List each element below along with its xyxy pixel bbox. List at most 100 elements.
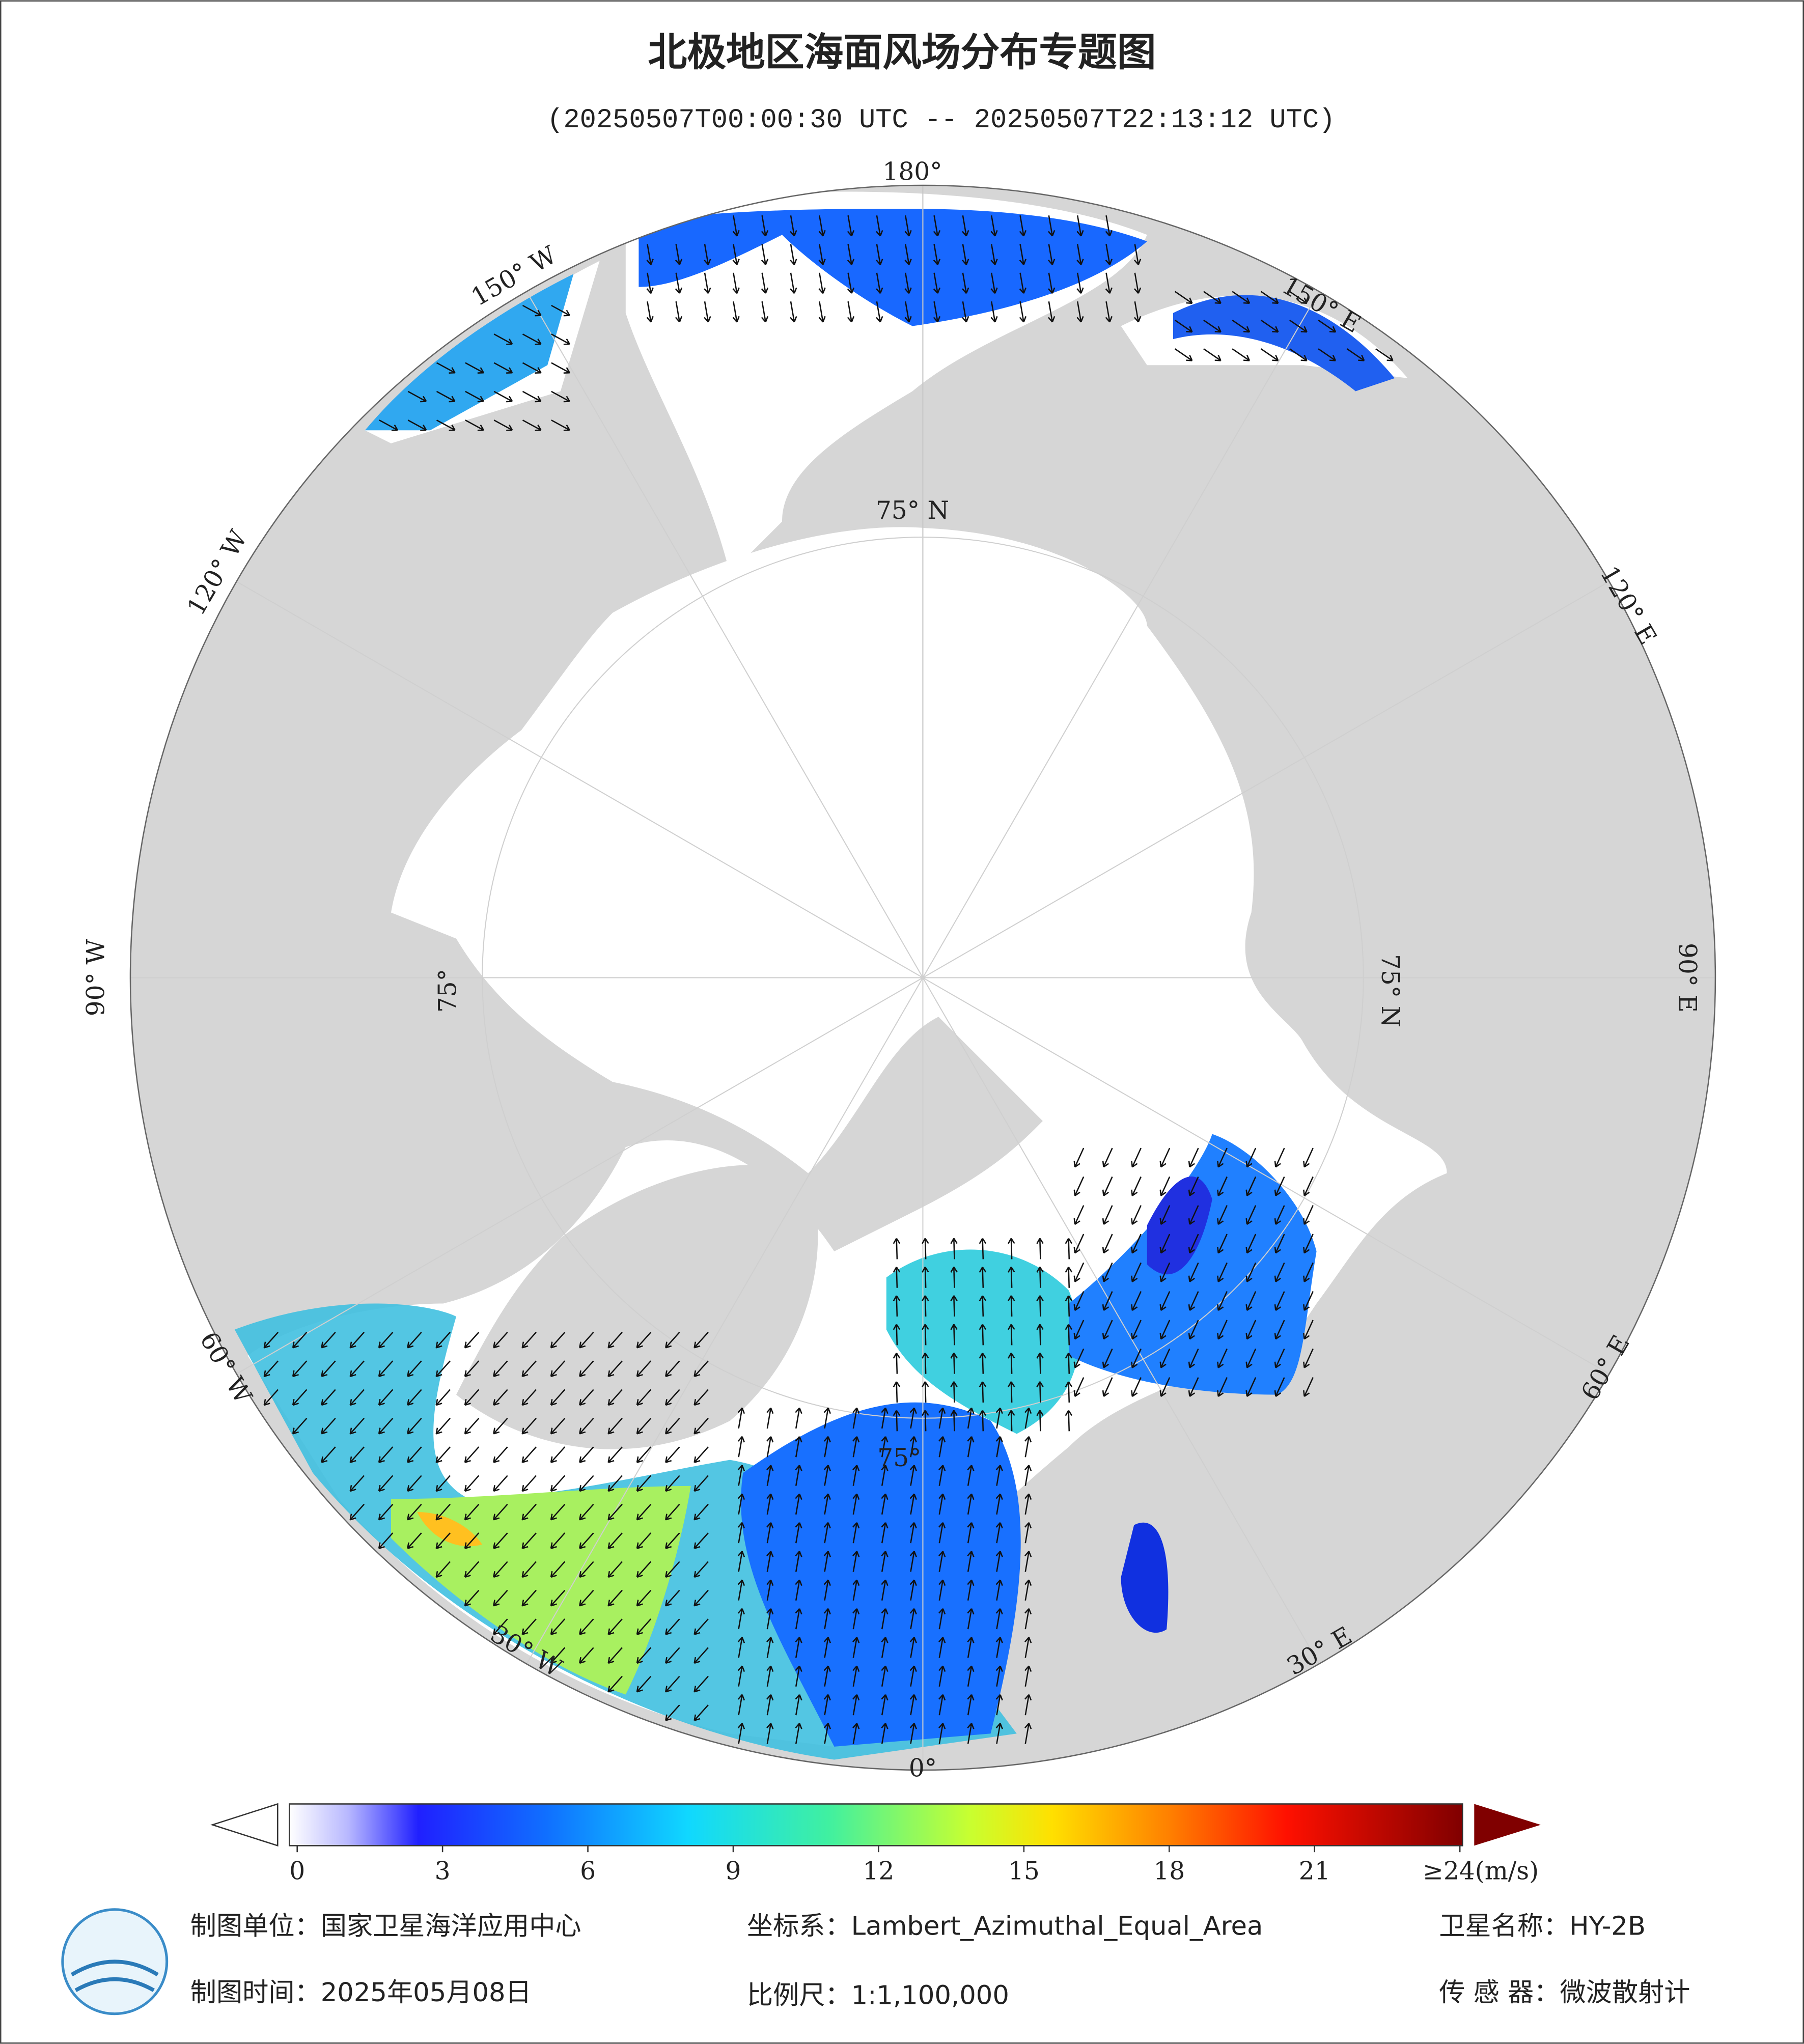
wind-arrow	[1073, 1234, 1085, 1254]
wind-arrow	[823, 1694, 831, 1716]
wind-arrow	[852, 1723, 860, 1744]
wind-arrow	[607, 1475, 623, 1492]
wind-arrow	[990, 301, 998, 323]
wind-arrow	[493, 1389, 508, 1406]
wind-arrow	[990, 272, 998, 294]
meridian	[922, 977, 1320, 1664]
wind-arrow	[967, 1493, 975, 1515]
wind-arrow	[1289, 348, 1308, 361]
wind-arrow	[823, 1608, 831, 1630]
wind-arrow	[761, 301, 769, 323]
wind-arrow	[876, 272, 883, 294]
wind-arrow	[1076, 244, 1084, 265]
wind-arrow	[1188, 1291, 1199, 1311]
wind-arrow	[263, 1360, 279, 1377]
wind-arrow	[579, 1618, 594, 1635]
wind-arrow	[922, 1410, 929, 1432]
wind-arrow	[1131, 1205, 1142, 1225]
wind-arrow	[1131, 1176, 1142, 1196]
wind-arrow	[550, 1618, 566, 1635]
wind-arrow	[292, 1331, 308, 1349]
wind-arrow	[852, 1493, 860, 1515]
wind-arrow	[1105, 244, 1113, 265]
wind-arrow	[550, 1589, 566, 1607]
wind-arrow	[1065, 1381, 1073, 1403]
wind-arrow	[967, 1436, 975, 1458]
wind-arrow	[1024, 1436, 1032, 1458]
wind-arrow	[1036, 1324, 1044, 1346]
wind-arrow	[1289, 319, 1308, 333]
wind-arrow	[464, 1389, 480, 1406]
wind-arrow	[852, 1665, 860, 1687]
wind-arrow	[349, 1389, 365, 1406]
wind-arrow	[1024, 1465, 1032, 1486]
wind-arrow	[435, 1561, 451, 1578]
wind-arrow	[1274, 1348, 1285, 1368]
wind-arrow	[1105, 272, 1113, 294]
wind-arrow	[521, 1417, 537, 1435]
wind-arrows	[263, 215, 1394, 1744]
map-border	[129, 184, 1716, 1771]
wind-arrow	[1036, 1238, 1044, 1259]
wind-arrow	[933, 301, 941, 323]
wind-arrow	[1073, 1320, 1085, 1340]
wind-arrow	[464, 1331, 480, 1349]
wind-arrow	[522, 419, 542, 431]
wind-arrow	[893, 1410, 901, 1432]
wind-arrow	[378, 1475, 394, 1492]
wind-arrow	[795, 1522, 802, 1544]
wind-arrow	[607, 1675, 623, 1693]
wind-arrow	[795, 1637, 802, 1658]
subtitle: (20250507T00:00:30 UTC -- 20250507T22:13…	[547, 105, 1335, 136]
wind-arrow	[904, 301, 912, 323]
wind-arrow	[464, 1503, 480, 1521]
wind-arrow	[823, 1665, 831, 1687]
wind-arrow	[823, 1723, 831, 1744]
wind-arrow	[1019, 272, 1027, 294]
wind-arrow	[321, 1360, 336, 1377]
wind-arrow	[922, 1295, 929, 1317]
wind-arrow	[950, 1238, 958, 1259]
wind-arrow	[693, 1503, 709, 1521]
wind-arrow	[1217, 1262, 1228, 1282]
wind-arrow	[522, 304, 542, 317]
wind-arrow	[493, 1589, 508, 1607]
wind-arrow	[904, 272, 912, 294]
wind-arrow	[766, 1551, 774, 1572]
wind-arrow	[1134, 244, 1142, 265]
wind-arrow	[1159, 1320, 1171, 1340]
wind-field-okhotsk	[1173, 295, 1395, 391]
wind-arrow	[1073, 1205, 1085, 1225]
wind-arrow	[995, 1407, 1003, 1429]
map-date: 制图时间：2025年05月08日	[190, 1977, 532, 2008]
wind-arrow	[766, 1694, 774, 1716]
logo-waves	[70, 1959, 159, 1992]
wind-arrow	[979, 1410, 987, 1432]
wind-field-baltic	[1121, 1522, 1169, 1633]
wind-arrow	[636, 1360, 652, 1377]
wind-arrow	[909, 1723, 917, 1744]
wind-arrow	[435, 1360, 451, 1377]
wind-arrow	[1174, 319, 1193, 333]
wind-arrow	[551, 390, 570, 403]
wind-arrow	[579, 1475, 594, 1492]
wind-arrow	[852, 1436, 860, 1458]
wind-arrow	[550, 1475, 566, 1492]
wind-arrow	[1048, 272, 1056, 294]
wind-arrow	[665, 1589, 680, 1607]
wind-arrow	[636, 1618, 652, 1635]
colorbar-tick-label: 3	[435, 1857, 451, 1886]
wind-arrow	[852, 1694, 860, 1716]
wind-arrow	[522, 390, 542, 403]
wind-arrow	[1174, 348, 1193, 361]
projection: 坐标系：Lambert_Azimuthal_Equal_Area	[747, 1911, 1263, 1942]
producer: 制图单位：国家卫星海洋应用中心	[190, 1911, 581, 1942]
wind-arrow	[823, 1551, 831, 1572]
wind-arrow	[1159, 1348, 1171, 1368]
wind-arrow	[493, 362, 513, 374]
wind-arrow	[1217, 1291, 1228, 1311]
wind-arrow	[737, 1522, 745, 1544]
wind-arrow	[1073, 1262, 1085, 1282]
wind-field-barents	[1069, 1134, 1317, 1395]
